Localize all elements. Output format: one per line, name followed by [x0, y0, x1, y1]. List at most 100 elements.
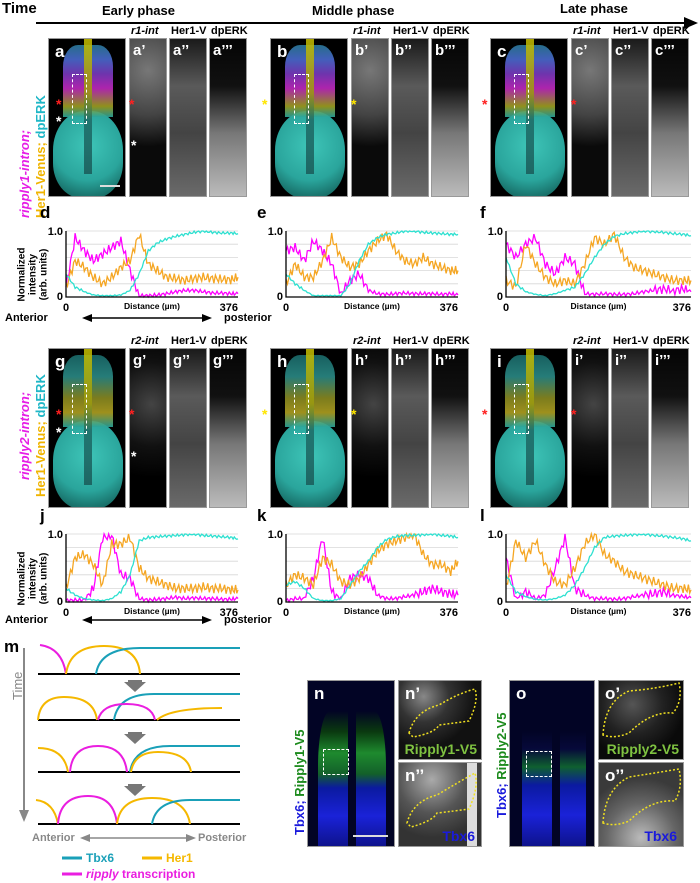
- x-tick-label-end: 376: [220, 302, 238, 314]
- time-title: Time: [2, 0, 37, 17]
- panel-letter-n-prime: n’: [405, 684, 421, 703]
- micrograph-texture: [130, 39, 166, 196]
- series-line-her1-venus: [285, 231, 459, 287]
- image-panel-a-sub1: a’: [129, 38, 167, 197]
- panel-letter-e: e: [257, 203, 267, 222]
- image-panel-b: b: [270, 38, 348, 197]
- micrograph-texture: [210, 349, 246, 507]
- x-axis-label: Distance (µm): [124, 301, 180, 311]
- ripply-arc: [39, 644, 67, 675]
- n-prime-outline: [408, 688, 477, 738]
- tbx6-curve: [151, 799, 240, 825]
- her1-arc: [65, 644, 141, 675]
- n-side-label-ripply: Ripply1-V5: [292, 729, 307, 797]
- panel-letter-b: b: [277, 42, 288, 61]
- her1-arc: [116, 796, 191, 825]
- image-panel-n-double-prime: n’’ Tbx6: [398, 762, 482, 847]
- o-prime-label: Ripply2-V5: [606, 741, 679, 757]
- marker-star-icon: *: [131, 137, 137, 154]
- row2-label-ripply: ripply2-intron;: [17, 391, 32, 480]
- her1-arc: [37, 695, 98, 721]
- panel-letter-h-sub: h’: [355, 352, 369, 369]
- image-panel-i: i: [490, 348, 568, 508]
- micrograph-texture: [392, 39, 428, 196]
- x-tick-label-start: 0: [283, 607, 289, 619]
- row2-label-dperk: dpERK: [33, 374, 48, 418]
- channel-label: dpERK: [211, 25, 248, 37]
- schematic-time-label: Time: [10, 671, 25, 700]
- series-line-dperk: [285, 230, 459, 298]
- embryo-notochord: [306, 349, 314, 485]
- tbx6-curve: [113, 693, 240, 721]
- line-chart-j: 1.0 00 376 Distance (µm): [48, 529, 239, 619]
- series-line-ripply2-int: [505, 533, 692, 603]
- row1-side-label-2: Her1-Venus; dpERK: [33, 95, 48, 218]
- panel-letter-a-sub: a’’’: [213, 42, 233, 59]
- y-tick-label-bottom: 0: [57, 596, 63, 608]
- marker-star-icon: *: [56, 423, 62, 440]
- series-line-dperk: [65, 532, 239, 602]
- scale-bar: [100, 185, 120, 187]
- y-tick-label-top: 1.0: [268, 529, 283, 541]
- embryo-notochord: [84, 39, 92, 175]
- schematic-ap-arrowhead-right-icon: [186, 834, 196, 842]
- y-tick-label-top: 1.0: [268, 226, 283, 238]
- o-dprime-label: Tbx6: [644, 828, 677, 844]
- x-tick-label-start: 0: [283, 302, 289, 314]
- channel-label: Her1-V: [393, 25, 429, 37]
- channel-label: dpERK: [433, 335, 470, 347]
- marker-star-icon: *: [262, 406, 268, 423]
- image-panel-n-prime: n’ Ripply1-V5: [398, 680, 482, 760]
- n-side-label: Tbx6; Ripply1-V5: [292, 730, 307, 835]
- o-psm-right: [560, 731, 586, 846]
- series-line-dperk: [505, 532, 692, 601]
- time-arrow-line: [36, 22, 686, 24]
- micrograph-texture: [130, 349, 166, 507]
- micrograph-texture: [210, 39, 246, 196]
- embryo-notochord: [526, 39, 534, 175]
- image-panel-a-sub3: a’’’: [209, 38, 247, 197]
- n-dprime-label: Tbx6: [442, 828, 475, 844]
- channel-label: dpERK: [653, 335, 690, 347]
- y-axis-label-line: intensity: [27, 557, 39, 600]
- step-arrow-icon: [124, 734, 146, 744]
- o-prime-outline: [602, 682, 681, 738]
- line-chart-k: 1.0 00 376 Distance (µm): [268, 529, 459, 619]
- row1-label-dperk: dpERK: [33, 95, 48, 139]
- marker-star-icon: *: [129, 406, 135, 423]
- panel-letter-o-double-prime: o’’: [605, 766, 625, 785]
- image-panel-a: a: [48, 38, 126, 197]
- schematic-time-arrowhead-icon: [19, 810, 29, 822]
- image-panel-b-sub3: b’’’: [431, 38, 469, 197]
- micrograph-texture: [432, 349, 468, 507]
- legend-ripply-suffix: transcription: [118, 867, 196, 881]
- axes: [65, 231, 238, 298]
- panel-letter-b-sub: b’’: [395, 42, 412, 59]
- series-line-her1-venus: [505, 230, 692, 290]
- channel-label: r2-int: [353, 335, 381, 347]
- channel-label: r1-int: [131, 25, 159, 37]
- channel-label: dpERK: [211, 335, 248, 347]
- y-axis-label-line: Normalized: [16, 551, 28, 606]
- image-panel-h-sub1: h’: [351, 348, 389, 508]
- n-dprime-edge: [467, 763, 477, 846]
- x-tick-label-end: 376: [673, 607, 691, 619]
- schematic-ap-arrowhead-left-icon: [80, 834, 90, 842]
- line-chart-e: 1.0 00 376 Distance (µm): [268, 226, 459, 314]
- n-prime-texture: [399, 681, 481, 759]
- tbx6-curve: [95, 647, 240, 675]
- marker-star-icon: *: [56, 95, 62, 112]
- y-tick-label-top: 1.0: [48, 529, 63, 541]
- channel-label: dpERK: [433, 25, 470, 37]
- ripply-arc: [97, 702, 156, 721]
- series-line-ripply1-int: [285, 237, 459, 298]
- channel-label: r1-int: [353, 25, 381, 37]
- image-panel-i-sub1: i’: [571, 348, 609, 508]
- series-line-dperk: [505, 229, 692, 297]
- x-axis-label: Distance (µm): [571, 606, 627, 616]
- step-arrow-stem: [128, 680, 142, 684]
- legend-ripply-italic: ripply: [86, 867, 119, 881]
- o-prime-texture: [599, 681, 683, 759]
- image-panel-o-prime: o’ Ripply2-V5: [598, 680, 684, 760]
- image-panel-n: n: [307, 680, 395, 847]
